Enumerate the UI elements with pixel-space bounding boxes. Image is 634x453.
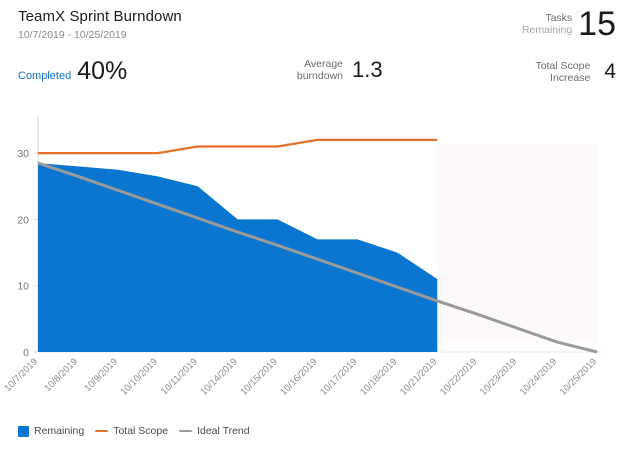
x-tick-label: 10/17/2019 bbox=[318, 356, 359, 397]
legend-item-label: Total Scope bbox=[113, 425, 169, 437]
x-tick-label: 10/22/2019 bbox=[438, 356, 479, 397]
stat-average-burndown-label: Average burndown bbox=[296, 57, 343, 82]
stat-completed: Completed 40% bbox=[18, 58, 127, 85]
y-tick-label: 20 bbox=[17, 214, 29, 226]
x-tick-label: 10/25/2019 bbox=[558, 356, 599, 397]
remaining-area bbox=[38, 163, 438, 352]
x-tick-label: 10/10/2019 bbox=[119, 356, 160, 397]
x-tick-label: 10/15/2019 bbox=[238, 356, 279, 397]
x-tick-label: 10/14/2019 bbox=[198, 356, 239, 397]
stat-tasks-remaining-label-line2: Remaining bbox=[521, 24, 573, 36]
stat-average-burndown: Average burndown 1.3 bbox=[285, 56, 383, 83]
stat-total-scope-increase-label: Total Scope Increase bbox=[535, 59, 591, 84]
stat-tasks-remaining-label: Tasks Remaining bbox=[508, 12, 572, 36]
y-tick-label: 30 bbox=[17, 148, 29, 160]
x-tick-label: 10/18/2019 bbox=[358, 356, 399, 397]
page-title: TeamX Sprint Burndown bbox=[18, 8, 182, 25]
x-tick-label: 10/11/2019 bbox=[159, 356, 200, 397]
legend-item-label: Remaining bbox=[34, 425, 85, 437]
stat-total-scope-increase: Total Scope Increase 4 bbox=[518, 58, 616, 85]
burndown-chart: 0 10 20 30 10/7/2019 10/8/2019 10/9/2019 10/10/… bbox=[0, 110, 634, 410]
x-tick-label: 10/24/2019 bbox=[518, 356, 559, 397]
legend-swatch-icon bbox=[95, 429, 109, 433]
x-tick-label: 10/8/2019 bbox=[42, 356, 80, 394]
legend-swatch-icon bbox=[18, 425, 29, 437]
legend-item-remaining[interactable]: Remaining bbox=[18, 425, 84, 437]
stat-total-scope-increase-value: 4 bbox=[604, 60, 616, 83]
x-tick-label: 10/7/2019 bbox=[2, 356, 40, 394]
date-range-subtitle: 10/7/2019 - 10/25/2019 bbox=[18, 29, 127, 41]
stat-tasks-remaining-label-line1: Tasks bbox=[545, 12, 573, 24]
y-tick-label: 0 bbox=[23, 347, 29, 359]
burndown-plot: 0 10 20 30 10/7/2019 10/8/2019 10/9/201910/10/… bbox=[2, 116, 603, 398]
ideal-trend-line bbox=[37, 161, 598, 354]
legend-item-total-scope[interactable]: Total Scope bbox=[95, 425, 168, 437]
y-tick-label: 10 bbox=[17, 281, 29, 293]
legend-item-label: Ideal Trend bbox=[197, 425, 250, 437]
total-scope-line bbox=[38, 138, 438, 155]
x-tick-label: 10/16/2019 bbox=[278, 356, 319, 397]
stat-completed-label: Completed bbox=[18, 70, 72, 82]
legend-swatch-icon bbox=[179, 429, 193, 433]
stat-tasks-remaining: Tasks Remaining 15 bbox=[508, 5, 616, 43]
x-tick-label: 10/23/2019 bbox=[478, 356, 519, 397]
future-region bbox=[437, 144, 597, 343]
stat-average-burndown-value: 1.3 bbox=[352, 57, 383, 82]
stat-tasks-remaining-value: 15 bbox=[578, 5, 616, 43]
chart-legend: Remaining Total Scope Ideal Trend bbox=[18, 425, 250, 437]
x-tick-label: 10/21/2019 bbox=[398, 356, 439, 397]
stat-completed-value: 40% bbox=[77, 57, 128, 85]
legend-item-ideal-trend[interactable]: Ideal Trend bbox=[179, 425, 250, 437]
x-tick-label: 10/9/2019 bbox=[82, 356, 120, 394]
